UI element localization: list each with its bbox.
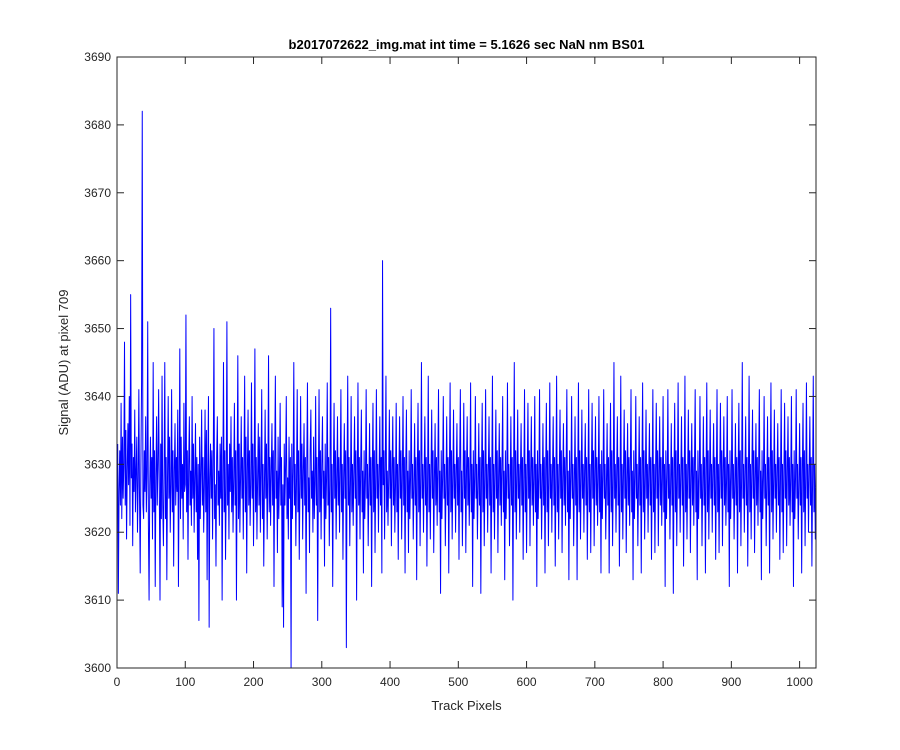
x-axis-label: Track Pixels	[431, 698, 502, 713]
x-tick-label: 100	[175, 675, 195, 689]
series-line-0	[117, 110, 816, 668]
x-ticks: 0 100 200 300 400 500 600 700 800 900 1000	[114, 57, 813, 689]
x-tick-label: 200	[244, 675, 264, 689]
plot-area	[117, 57, 816, 668]
y-tick-label: 3600	[84, 661, 111, 675]
x-tick-label: 300	[312, 675, 332, 689]
y-tick-label: 3630	[84, 457, 111, 471]
y-tick-label: 3680	[84, 118, 111, 132]
x-tick-label: 0	[114, 675, 121, 689]
plot-box	[116, 56, 817, 669]
y-tick-label: 3620	[84, 525, 111, 539]
x-tick-label: 800	[653, 675, 673, 689]
y-tick-label: 3650	[84, 322, 111, 336]
y-tick-label: 3690	[84, 50, 111, 64]
x-tick-label: 400	[380, 675, 400, 689]
y-axis-label: Signal (ADU) at pixel 709	[56, 290, 71, 436]
y-tick-label: 3660	[84, 254, 111, 268]
x-tick-label: 700	[585, 675, 605, 689]
chart-title: b2017072622_img.mat int time = 5.1626 se…	[289, 37, 645, 52]
x-tick-label: 900	[721, 675, 741, 689]
x-tick-label: 1000	[786, 675, 813, 689]
y-tick-label: 3610	[84, 593, 111, 607]
series-layer	[117, 110, 816, 668]
y-tick-label: 3670	[84, 186, 111, 200]
y-tick-label: 3640	[84, 389, 111, 403]
y-ticks: 3600 3610 3620 3630 3640 3650 3660 3670 3680 3690	[84, 50, 816, 675]
x-tick-label: 500	[448, 675, 468, 689]
x-tick-label: 600	[517, 675, 537, 689]
